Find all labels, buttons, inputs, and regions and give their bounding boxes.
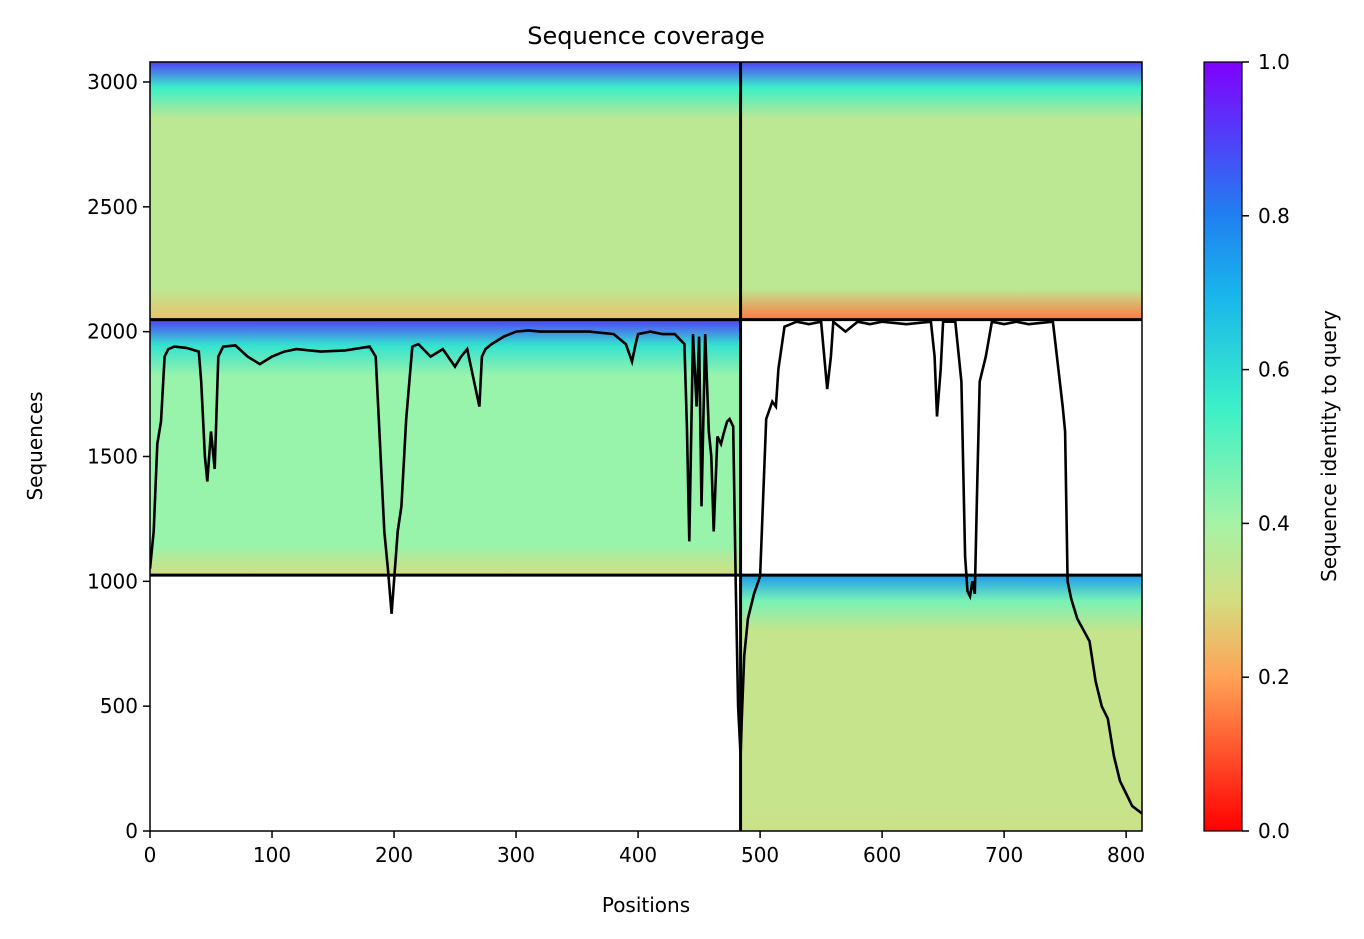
msa-block-3 <box>740 575 1142 831</box>
msa-blocks <box>150 62 1142 831</box>
x-axis-label: Positions <box>602 893 690 917</box>
y-tick-label-0: 0 <box>125 819 138 843</box>
chart-title: Sequence coverage <box>527 22 764 50</box>
x-tick-label-100: 100 <box>253 843 291 867</box>
colorbar-tick-label-0.0: 0.0 <box>1258 819 1290 843</box>
chain-boundaries <box>150 62 1142 831</box>
y-tick-label-500: 500 <box>100 694 138 718</box>
x-tick-label-300: 300 <box>497 843 535 867</box>
x-axis-ticks: 0 100 200 300 400 500 600 700 800 <box>144 831 1145 867</box>
x-tick-label-800: 800 <box>1107 843 1145 867</box>
y-tick-label-2000: 2000 <box>87 320 138 344</box>
colorbar-tick-label-0.2: 0.2 <box>1258 665 1290 689</box>
msa-block-2 <box>150 319 741 576</box>
colorbar-tick-label-0.8: 0.8 <box>1258 204 1290 228</box>
colorbar-ticks: 0.0 0.2 0.4 0.6 0.8 1.0 <box>1242 50 1290 843</box>
y-tick-label-2500: 2500 <box>87 195 138 219</box>
y-axis-ticks: 0 500 1000 1500 2000 2500 3000 <box>87 70 150 843</box>
x-tick-label-200: 200 <box>375 843 413 867</box>
y-axis-label: Sequences <box>23 391 47 500</box>
msa-block-1 <box>740 62 1142 320</box>
plot-frame <box>149 61 1143 832</box>
y-tick-label-3000: 3000 <box>87 70 138 94</box>
colorbar-label: Sequence identity to query <box>1317 310 1341 582</box>
x-tick-label-400: 400 <box>619 843 657 867</box>
colorbar-tick-label-0.6: 0.6 <box>1258 358 1290 382</box>
msa-block-0 <box>150 62 741 320</box>
coverage-line <box>150 319 1142 815</box>
x-tick-label-600: 600 <box>863 843 901 867</box>
x-tick-label-500: 500 <box>741 843 779 867</box>
colorbar-tick-label-0.4: 0.4 <box>1258 511 1290 535</box>
colorbar <box>1203 61 1243 832</box>
colorbar-tick-label-1.0: 1.0 <box>1258 50 1290 74</box>
x-tick-label-0: 0 <box>144 843 157 867</box>
y-tick-label-1000: 1000 <box>87 569 138 593</box>
y-tick-label-1500: 1500 <box>87 444 138 468</box>
x-tick-label-700: 700 <box>985 843 1023 867</box>
